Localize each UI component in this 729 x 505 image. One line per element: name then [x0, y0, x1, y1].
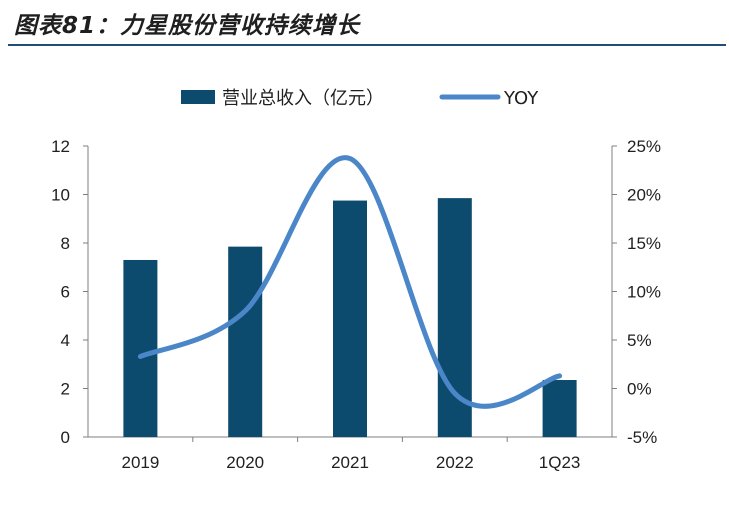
bar-2021 — [333, 200, 367, 437]
left-tick-label: 0 — [61, 428, 70, 447]
x-tick-label: 2020 — [226, 453, 264, 472]
right-tick-label: 0% — [627, 380, 652, 399]
left-tick-label: 2 — [61, 380, 70, 399]
right-tick-label: 25% — [627, 137, 661, 156]
yoy-line-layer — [137, 155, 563, 409]
legend-swatch-revenue — [181, 90, 215, 104]
left-tick-label: 6 — [61, 283, 70, 302]
yoy-line — [137, 155, 563, 409]
chart-title: 图表81：力星股份营收持续增长 — [14, 13, 361, 39]
bar-1Q23 — [542, 380, 577, 437]
left-tick-label: 4 — [61, 331, 70, 350]
right-tick-label: -5% — [627, 428, 657, 447]
x-tick-label: 2021 — [331, 453, 369, 472]
x-tick-label: 2019 — [121, 453, 159, 472]
left-tick-label: 8 — [61, 234, 70, 253]
x-tick-label: 1Q23 — [539, 453, 581, 472]
left-tick-label: 12 — [51, 137, 70, 156]
x-tick-label: 2022 — [436, 453, 474, 472]
right-tick-label: 5% — [627, 331, 652, 350]
right-tick-label: 20% — [627, 186, 661, 205]
left-tick-label: 10 — [51, 186, 70, 205]
bar-2020 — [228, 246, 263, 437]
legend-label-yoy: YOY — [503, 88, 539, 109]
legend: 营业总收入（亿元） YOY — [181, 88, 539, 109]
tick-labels: 0 2 4 6 8 10 12 -5% 0% 5% 10% 15% 20% 25% 2019 2020 2021… — [51, 137, 661, 472]
right-tick-label: 10% — [627, 283, 661, 302]
right-tick-label: 15% — [627, 234, 661, 253]
legend-label-revenue: 营业总收入（亿元） — [222, 88, 384, 109]
title-underline — [8, 44, 726, 46]
bar-2019 — [123, 259, 158, 437]
bars — [123, 198, 577, 437]
bar-2022 — [437, 198, 472, 437]
